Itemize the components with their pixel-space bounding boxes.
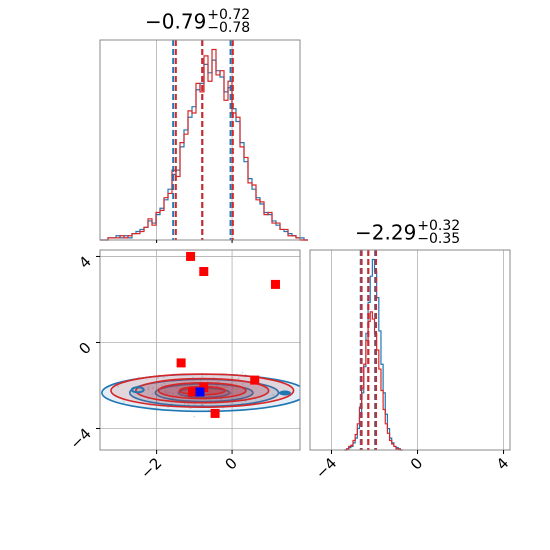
joint-sample-dot	[232, 386, 234, 389]
tick-labels: −2 0 −4 0 4 −4 0 4	[66, 240, 512, 482]
joint-sample-dot	[163, 382, 166, 385]
joint-sample-dot	[201, 375, 204, 377]
joint-sample-dot	[164, 391, 167, 394]
joint-sample-dot	[176, 394, 179, 397]
marker-series-b	[250, 375, 260, 385]
joint-sample-dot	[175, 391, 178, 394]
joint-frame	[99, 249, 301, 451]
joint-plot-area	[100, 250, 300, 450]
marker-series-b	[176, 358, 186, 368]
joint-sample-dot	[200, 403, 203, 406]
joint-ytick-label: 0	[75, 339, 94, 358]
p2-xtick-label: 0	[407, 454, 426, 473]
marker-series-b	[199, 267, 209, 277]
contour-series-a-tail	[130, 386, 145, 394]
joint-sample-dot	[223, 386, 226, 389]
p2-xtick-label: 4	[493, 454, 512, 473]
joint-sample-dot	[147, 386, 150, 389]
joint-sample-dot	[241, 382, 244, 385]
joint-sample-dot	[241, 371, 244, 374]
contour-series-a-tail	[278, 390, 291, 396]
joint-sample-dot	[167, 390, 170, 393]
joint-sample-dot	[187, 403, 190, 406]
p2-frame	[309, 249, 511, 451]
joint-sample-dot	[237, 377, 240, 380]
joint-xtick-label: −2	[137, 454, 165, 482]
joint-sample-dot	[172, 397, 174, 400]
joint-sample-dot	[172, 392, 174, 394]
marker-series-a	[195, 387, 205, 397]
joint-sample-dot	[183, 402, 186, 405]
joint-sample-dot	[147, 388, 150, 391]
joint-sample-dot	[176, 386, 178, 389]
joint-sample-dot	[165, 392, 168, 395]
joint-sample-dot	[272, 393, 275, 396]
p1-frame	[99, 39, 301, 241]
joint-sample-dot	[164, 390, 167, 393]
joint-sample-dot	[231, 377, 233, 379]
panel-p2-marginal	[309, 249, 511, 451]
joint-sample-dot	[160, 384, 163, 387]
joint-sample-dot	[225, 386, 228, 389]
joint-sample-dot	[162, 376, 165, 379]
p2-histogram-series_b	[344, 311, 403, 451]
joint-sample-dot	[208, 391, 211, 394]
joint-sample-dot	[193, 403, 196, 406]
title-p1: −0.79 +0.72 −0.78	[145, 6, 251, 36]
joint-sample-dot	[244, 400, 247, 403]
panel-p1-p2-joint	[99, 249, 301, 451]
joint-sample-dot	[157, 377, 159, 380]
joint-ytick-label: 4	[75, 253, 94, 272]
joint-sample-dot	[201, 403, 204, 406]
marker-series-b	[270, 279, 280, 289]
panel-p1-marginal	[99, 39, 308, 241]
joint-ytick-label: −4	[66, 425, 94, 453]
joint-xtick-label: 0	[221, 454, 240, 473]
joint-sample-dot	[151, 387, 154, 390]
p2-xtick-label: −4	[312, 454, 340, 482]
title-p2: −2.29 +0.32 −0.35	[355, 217, 461, 247]
joint-sample-dot	[216, 385, 219, 387]
joint-sample-dot	[193, 415, 196, 418]
marker-series-b	[187, 387, 197, 397]
joint-sample-dot	[230, 392, 232, 395]
joint-sample-dot	[199, 380, 202, 382]
joint-sample-dot	[117, 385, 119, 388]
joint-sample-dot	[122, 400, 125, 403]
p1-histogram-series_b	[100, 48, 308, 241]
joint-sample-dot	[236, 387, 238, 390]
joint-sample-dot	[155, 400, 158, 403]
p2-histogram-series_a	[344, 258, 403, 451]
joint-sample-dot	[168, 392, 171, 394]
joint-sample-dot	[151, 392, 154, 395]
marker-series-b	[186, 251, 196, 261]
marker-series-b	[210, 408, 220, 418]
joint-sample-dot	[157, 387, 160, 389]
joint-sample-dot	[220, 398, 223, 400]
